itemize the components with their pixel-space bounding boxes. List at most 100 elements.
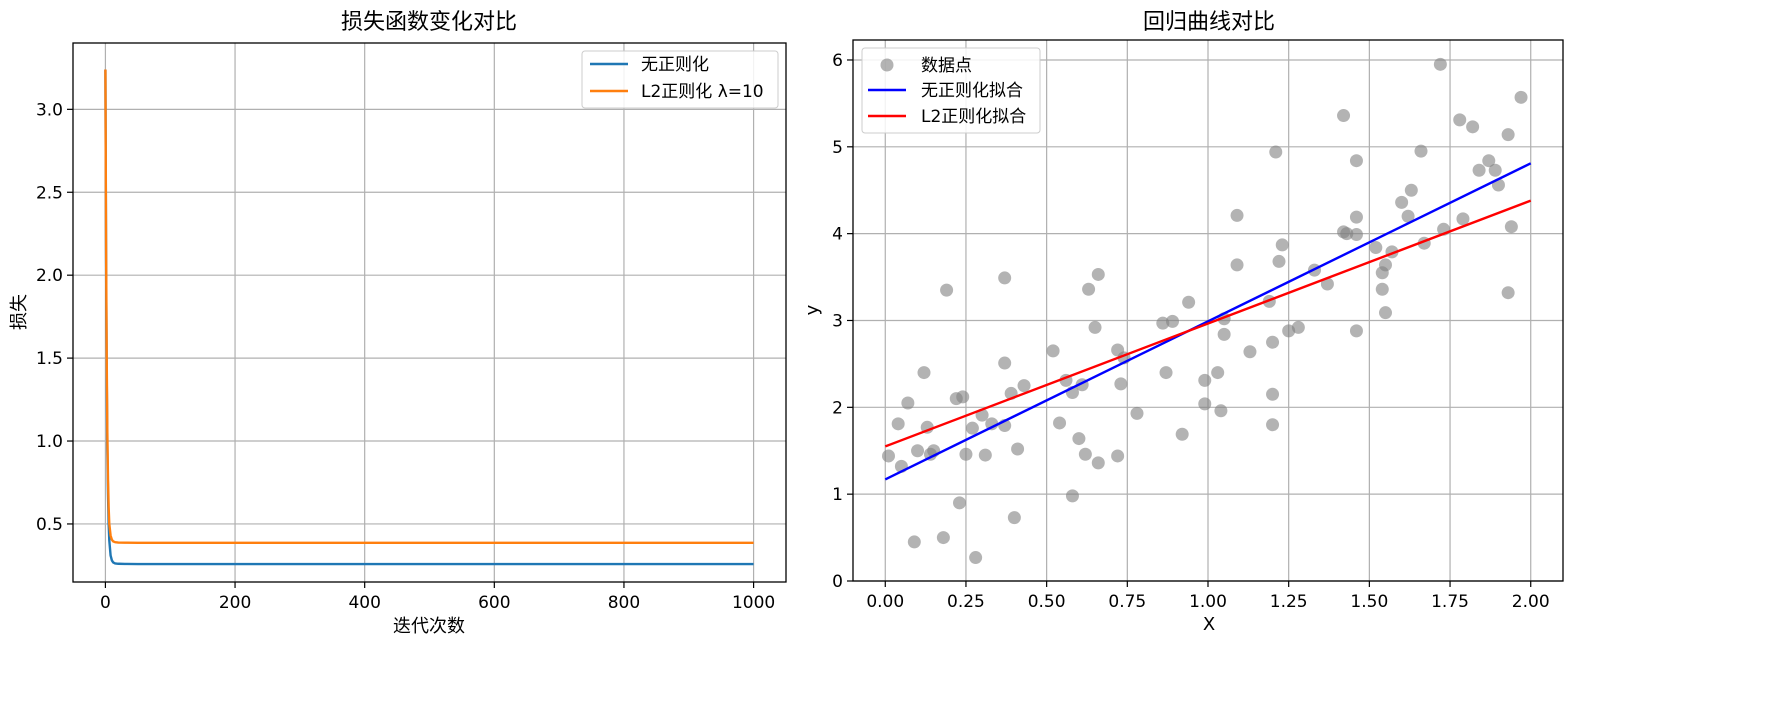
regression-xtick-label: 1.75: [1431, 592, 1469, 612]
data-point: [1369, 241, 1383, 255]
data-point: [1082, 282, 1096, 296]
data-point: [1007, 511, 1021, 525]
regression-xtick-label: 1.50: [1350, 592, 1388, 612]
regression-ytick-label: 1: [832, 485, 843, 505]
loss-chart-legend: 无正则化 L2正则化 λ=10: [581, 50, 779, 109]
regression-xtick-label: 0.75: [1108, 592, 1146, 612]
data-point: [1111, 449, 1125, 463]
loss-xtick-label: 200: [219, 593, 251, 613]
data-point: [1414, 144, 1428, 158]
regression-chart-ylabel: y: [802, 304, 823, 315]
data-point: [936, 531, 950, 545]
data-point: [1337, 109, 1351, 123]
data-point: [1046, 344, 1060, 358]
data-point: [1078, 447, 1092, 461]
regression-chart-ticks: 0.00 0.25 0.50 0.75 1.00 1.25 1.50 1.75 2.00 0 1 2 3…: [832, 51, 1549, 612]
regression-legend-label-1: L2正则化拟合: [921, 107, 1026, 127]
data-point: [1349, 324, 1363, 338]
data-point: [1266, 387, 1280, 401]
regression-ytick-label: 3: [832, 311, 843, 331]
data-point: [1482, 154, 1496, 168]
data-point: [1214, 404, 1228, 418]
data-point: [1091, 267, 1105, 281]
data-point: [985, 417, 999, 431]
regression-xtick-label: 0.25: [947, 592, 985, 612]
data-point: [891, 417, 905, 431]
regression-xtick-label: 1.00: [1189, 592, 1227, 612]
data-point: [1198, 397, 1212, 411]
data-point: [1404, 183, 1418, 197]
data-point: [907, 535, 921, 549]
data-point: [1401, 209, 1415, 223]
regression-chart-lines: [884, 162, 1532, 481]
data-point: [1091, 456, 1105, 470]
regression-ytick-label: 0: [832, 572, 843, 592]
data-point: [1269, 145, 1283, 159]
data-point: [1011, 442, 1025, 456]
data-point: [917, 366, 931, 380]
data-point: [882, 449, 895, 463]
data-point: [1504, 220, 1518, 234]
regression-legend-label-points: 数据点: [921, 56, 972, 76]
loss-series-line-0: [104, 69, 754, 566]
data-point: [1453, 113, 1467, 127]
loss-xtick-label: 600: [478, 593, 510, 613]
data-point: [1166, 314, 1179, 328]
data-point: [1156, 316, 1170, 330]
loss-chart-ticks: 0 200 400 600 800 1000 0.5 1.0 1.5 2.0 2.5 3.0: [36, 100, 775, 613]
data-point: [1065, 489, 1079, 503]
regression-xtick-label: 2.00: [1512, 592, 1550, 612]
data-point: [1114, 377, 1128, 391]
data-point: [953, 496, 966, 510]
data-point: [1349, 228, 1363, 242]
loss-legend-box: [581, 50, 779, 109]
regression-series-line-1: [884, 199, 1532, 448]
data-point: [1243, 345, 1257, 359]
data-point: [1130, 406, 1144, 420]
data-point: [1501, 286, 1515, 300]
data-point: [965, 421, 979, 435]
data-point: [1198, 373, 1212, 387]
data-point: [1395, 195, 1409, 209]
regression-ytick-label: 6: [832, 51, 843, 71]
data-point: [1514, 90, 1528, 104]
data-point: [1230, 208, 1244, 222]
data-point: [1211, 366, 1225, 380]
data-point: [911, 444, 925, 458]
loss-legend-label-1: L2正则化 λ=10: [641, 82, 764, 102]
loss-xtick-label: 0: [100, 593, 111, 613]
loss-ytick-label: 2.0: [36, 266, 63, 286]
data-point: [1349, 154, 1363, 168]
loss-chart-title: 损失函数变化对比: [341, 10, 517, 35]
data-point: [998, 356, 1012, 370]
loss-chart: 损失函数变化对比 0 200 400 600 800 1000 0.5 1.0 1.5 2.0 2.…: [9, 10, 787, 637]
data-point: [998, 271, 1012, 285]
data-point: [978, 448, 992, 462]
data-point: [1272, 254, 1286, 268]
loss-ytick-label: 1.0: [36, 432, 63, 452]
data-point: [959, 447, 973, 461]
data-point: [1275, 238, 1289, 252]
data-point: [1217, 327, 1231, 341]
data-point: [1053, 416, 1067, 430]
data-point: [940, 283, 954, 297]
loss-chart-ylabel: 损失: [9, 294, 30, 330]
regression-series-line-0: [884, 162, 1532, 481]
data-point: [1340, 227, 1354, 241]
loss-series-line-1: [104, 69, 754, 545]
data-point: [901, 396, 915, 410]
data-point: [1072, 432, 1086, 446]
loss-ytick-label: 3.0: [36, 100, 63, 120]
regression-ytick-label: 2: [832, 398, 843, 418]
loss-xtick-label: 1000: [732, 593, 775, 613]
data-point: [1230, 258, 1244, 272]
data-point: [1472, 163, 1486, 177]
data-point: [1379, 306, 1392, 320]
loss-chart-frame: [72, 42, 787, 583]
regression-xtick-label: 1.25: [1270, 592, 1308, 612]
data-point: [1291, 320, 1305, 334]
data-point: [1266, 335, 1280, 349]
loss-ytick-label: 2.5: [36, 183, 63, 203]
data-point: [1488, 163, 1502, 177]
regression-legend-marker-points: [880, 58, 894, 72]
